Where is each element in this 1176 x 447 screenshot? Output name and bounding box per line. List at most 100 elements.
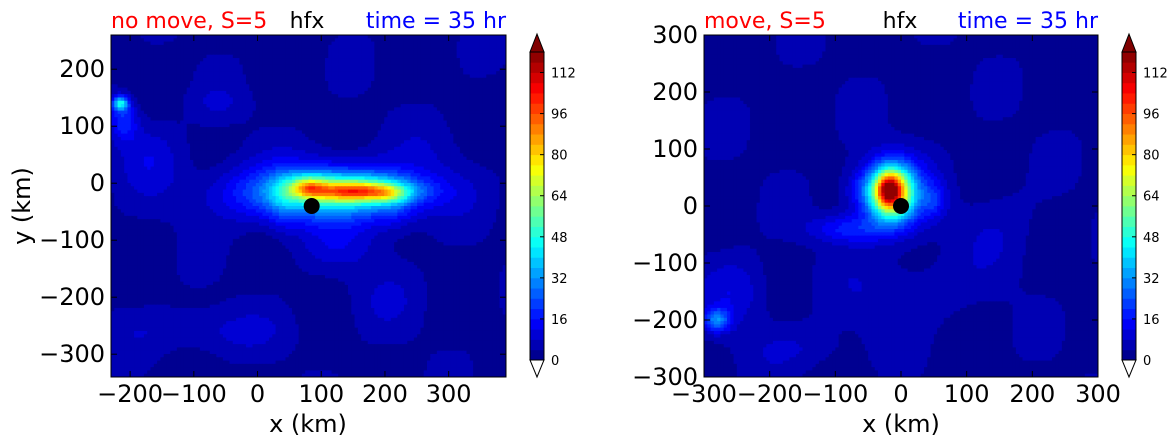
contour-field xyxy=(704,35,1098,377)
title-left: no move, S=5 xyxy=(111,9,267,34)
colorbar-segment xyxy=(1122,349,1136,361)
contour-field xyxy=(111,35,506,377)
y-tick-label: −100 xyxy=(632,249,698,277)
colorbar-segment xyxy=(1122,257,1136,268)
colorbar-segment xyxy=(1122,329,1136,340)
y-axis: −300 −200 −100 0 100 200 xyxy=(39,55,506,368)
colorbar-tick-label: 96 xyxy=(1143,108,1160,123)
storm-center-marker xyxy=(303,198,320,214)
colorbar-segment xyxy=(530,93,544,104)
colorbar-segment xyxy=(530,267,544,279)
colorbar-frame xyxy=(1121,51,1137,361)
colorbar-tick-label: 48 xyxy=(551,231,568,246)
colorbar-segment xyxy=(530,298,544,310)
colorbar-segment xyxy=(530,185,544,197)
colorbar-segment xyxy=(530,308,544,320)
colorbar-segment xyxy=(530,206,544,217)
y-tick-label: 0 xyxy=(90,169,105,197)
colorbar-segment xyxy=(530,154,544,166)
y-tick-label: −300 xyxy=(39,340,105,368)
colorbar-tick-label: 96 xyxy=(551,108,568,123)
colorbar-tick-label: 80 xyxy=(551,149,568,164)
colorbar-segment xyxy=(530,103,544,114)
x-tick-label: 200 xyxy=(1009,380,1055,408)
colorbar-frame xyxy=(529,51,545,361)
y-tick-label: 200 xyxy=(59,55,105,83)
colorbar-segment xyxy=(1122,216,1136,227)
colorbar-segment xyxy=(1122,288,1136,299)
colorbar-extend-min xyxy=(529,359,545,379)
colorbar-tick-label: 0 xyxy=(1143,354,1151,369)
colorbar: 0 16 32 48 64 80 96 112 xyxy=(529,32,576,379)
y-tick-label: 100 xyxy=(59,112,105,140)
colorbar: 0 16 32 48 64 80 96 112 xyxy=(1121,32,1168,379)
colorbar-segment xyxy=(1122,226,1136,238)
x-tick-label: −100 xyxy=(161,380,227,408)
colorbar-segment xyxy=(530,329,544,340)
x-tick-label: −200 xyxy=(97,380,163,408)
colorbar-extend-max xyxy=(529,32,545,53)
colorbar-segment xyxy=(530,72,544,84)
colorbar-segment xyxy=(1122,154,1136,166)
y-tick-label: 300 xyxy=(652,21,698,49)
x-axis-label: x (km) xyxy=(862,410,940,438)
colorbar-segment xyxy=(1122,82,1136,94)
colorbar-segment xyxy=(1122,206,1136,217)
colorbar-segment xyxy=(530,52,544,63)
y-axis-label: y (km) xyxy=(8,167,36,245)
colorbar-segment xyxy=(530,175,544,186)
colorbar-segment xyxy=(1122,134,1136,145)
colorbar-segment xyxy=(1122,298,1136,310)
y-tick-label: 200 xyxy=(652,78,698,106)
colorbar-segment xyxy=(1122,72,1136,84)
colorbar-segment xyxy=(1122,247,1136,258)
panel-move: −300 −200 −100 0 100 200 300 −300−200−10001002… xyxy=(632,9,1168,438)
colorbar-segment xyxy=(530,144,544,156)
colorbar-segment xyxy=(530,134,544,145)
title-center: hfx xyxy=(290,9,325,34)
colorbar-segment xyxy=(530,216,544,227)
x-tick-label: 300 xyxy=(1075,380,1121,408)
y-tick-label: −100 xyxy=(39,226,105,254)
x-tick-label: 300 xyxy=(426,380,472,408)
colorbar-tick-label: 64 xyxy=(1143,190,1160,205)
colorbar-tick-label: 112 xyxy=(551,67,576,82)
colorbar-segment xyxy=(530,257,544,268)
colorbar-segment xyxy=(530,164,544,176)
colorbar-segment xyxy=(530,247,544,258)
colorbar-segment xyxy=(1122,123,1136,135)
colorbar-segment xyxy=(1122,318,1136,330)
x-axis: −200−100 0 100 200 300 xyxy=(97,35,472,408)
title-center: hfx xyxy=(883,9,918,34)
plot-frame xyxy=(110,34,507,378)
colorbar-segment xyxy=(530,82,544,94)
colorbar-extend-max xyxy=(1121,32,1137,53)
x-tick-label: 100 xyxy=(944,380,990,408)
colorbar-segment xyxy=(1122,93,1136,104)
colorbar-segment xyxy=(530,62,544,73)
colorbar-segment xyxy=(530,236,544,248)
title-left: move, S=5 xyxy=(704,9,826,34)
colorbar-segment xyxy=(1122,164,1136,176)
colorbar-extend-min xyxy=(1121,359,1137,379)
x-tick-label: 200 xyxy=(362,380,408,408)
y-axis: −300 −200 −100 0 100 200 300 xyxy=(632,21,1098,391)
colorbar-segment xyxy=(1122,277,1136,289)
colorbar-segment xyxy=(1122,267,1136,279)
colorbar-tick-label: 0 xyxy=(551,354,559,369)
y-tick-label: −200 xyxy=(632,306,698,334)
colorbar-segment xyxy=(530,288,544,299)
x-axis-label: x (km) xyxy=(269,410,347,438)
x-tick-label: −300 xyxy=(671,380,737,408)
colorbar-segment xyxy=(530,226,544,238)
colorbar-tick-label: 80 xyxy=(1143,149,1160,164)
x-tick-label: 0 xyxy=(893,380,908,408)
colorbar-segment xyxy=(1122,144,1136,156)
title-right: time = 35 hr xyxy=(366,9,507,34)
x-tick-label: −100 xyxy=(802,380,868,408)
colorbar-segment xyxy=(1122,195,1136,207)
colorbar-segment xyxy=(1122,103,1136,114)
colorbar-tick-label: 48 xyxy=(1143,231,1160,246)
